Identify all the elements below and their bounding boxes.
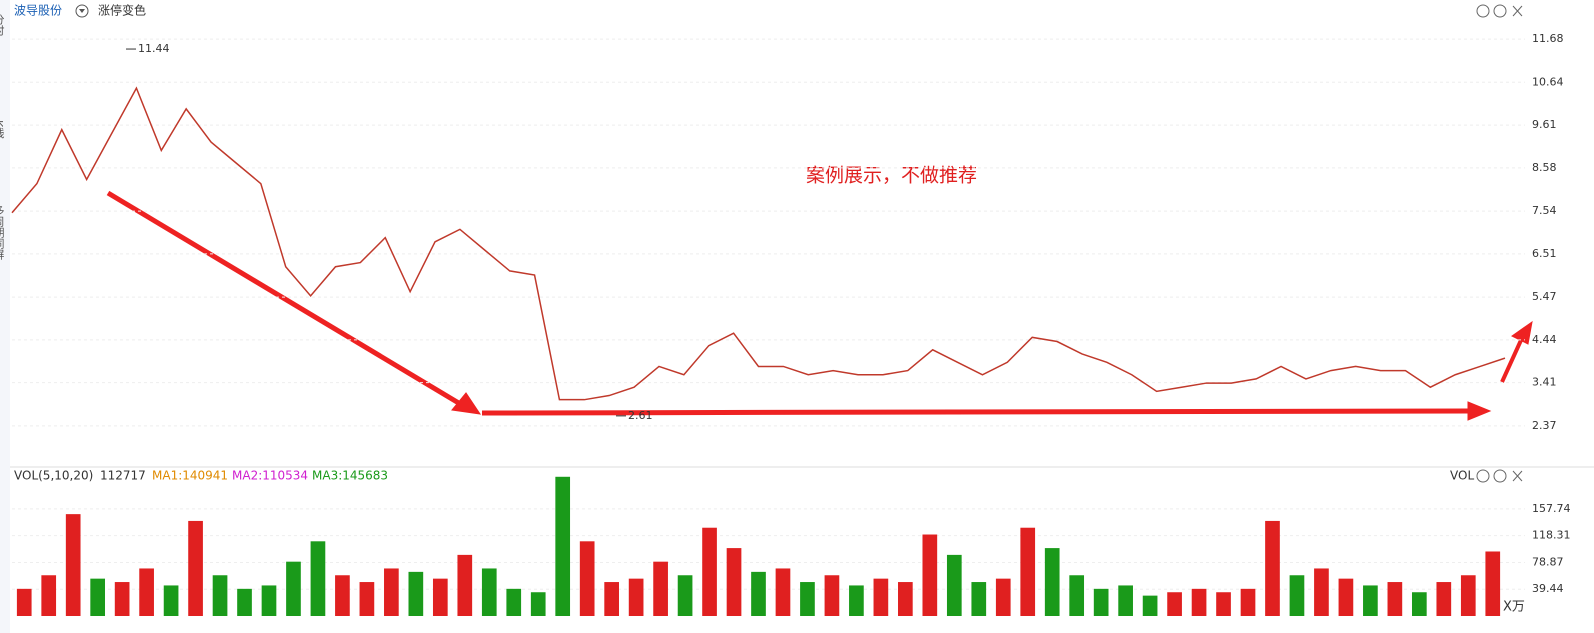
volume-bar (995, 578, 1011, 616)
panel-icons (1476, 4, 1523, 483)
y-tick-label: 11.68 (1532, 32, 1564, 45)
volume-bar (922, 534, 938, 616)
volume-bar (555, 476, 571, 616)
volume-bar (530, 592, 546, 616)
volume-bar (188, 520, 203, 616)
volume-bar (1363, 585, 1378, 616)
volume-bar (751, 571, 766, 616)
note: 案例展示，不做推荐 (806, 165, 977, 187)
volume-bar (653, 561, 668, 616)
volume-bar (457, 554, 473, 616)
unit-label: X万 (1503, 600, 1525, 615)
volume-bar (1044, 548, 1060, 616)
volume-bar (775, 568, 791, 616)
volume-bar (898, 582, 913, 616)
y-tick-label: 7.54 (1532, 204, 1557, 217)
volume-bar (702, 527, 717, 616)
volume-bar (65, 514, 81, 616)
volume-bar (1289, 575, 1305, 616)
volume-bar (16, 588, 32, 616)
volume-bar (1460, 575, 1476, 616)
volume-bar (1387, 582, 1403, 616)
volume-bar (506, 588, 522, 616)
volume-bar (1436, 582, 1452, 616)
volume-bar (946, 554, 962, 616)
y-tick-label: 78.87 (1532, 555, 1564, 568)
dropdown-arrow (79, 9, 85, 13)
volume-bar (139, 568, 154, 616)
dropdown[interactable] (75, 4, 89, 18)
volume-bar (163, 585, 179, 616)
volume-bar (481, 568, 497, 616)
volume-bar (971, 582, 987, 616)
volume-bar (335, 575, 350, 616)
y-tick-label: 4.44 (1532, 333, 1557, 346)
volume-bar (1265, 520, 1280, 616)
volume-bar (1118, 585, 1133, 616)
sidebar-tab: K线 (0, 120, 5, 138)
annotation-label: 2.61 (628, 409, 653, 422)
y-tick-label: 3.41 (1532, 376, 1557, 389)
volume-bar (604, 582, 619, 616)
volume-bar (432, 578, 448, 616)
y-tick-label: 9.61 (1532, 118, 1557, 131)
volume-bar (726, 548, 742, 616)
y-tick-label: 5.47 (1532, 290, 1557, 303)
volume-bar (1020, 527, 1036, 616)
volume-bar (237, 588, 252, 616)
annotation-label: 11.44 (138, 42, 170, 55)
volume-bar (261, 585, 277, 616)
toggle-label[interactable]: 涨停变色 (98, 3, 146, 18)
corner-label: VOL (1450, 469, 1474, 483)
volume-bar (1069, 575, 1085, 616)
volume-bar (408, 571, 424, 616)
volume-bar (1191, 588, 1207, 616)
stock-name[interactable]: 波导股份 (14, 4, 62, 18)
volume-bar (873, 578, 889, 616)
volume-bar (1240, 588, 1256, 616)
volume-bar (677, 575, 693, 616)
volume-bar (1142, 595, 1158, 616)
y-tick-label: 10.64 (1532, 75, 1564, 88)
volume-bar (628, 578, 644, 616)
y-tick-label: 118.31 (1532, 529, 1571, 542)
volume-bar (310, 541, 326, 616)
volume-bar (114, 582, 130, 616)
volume-legend: MA2:110534 (232, 469, 308, 483)
y-tick-label: 39.44 (1532, 582, 1564, 595)
volume-bar (384, 568, 399, 616)
volume-bar (1411, 592, 1427, 616)
volume-title: VOL(5,10,20) (14, 469, 93, 483)
y-tick-label: 157.74 (1532, 502, 1571, 515)
volume-bar (849, 585, 864, 616)
volume-legend: MA1:140941 (152, 469, 228, 483)
sidebar-tab: 多周期同屏 (0, 204, 5, 261)
price-line (11, 86, 1506, 401)
sidebar-tab: 分时 (0, 14, 5, 36)
y-tick-label: 6.51 (1532, 247, 1557, 260)
volume-bar (1216, 592, 1231, 616)
volume-bar (579, 541, 595, 616)
volume-legend: MA3:145683 (312, 469, 388, 483)
trend-arrows (106, 190, 1533, 421)
y-tick-label: 8.58 (1532, 161, 1557, 174)
volume-bar (1093, 588, 1109, 616)
volume-bar (1167, 592, 1182, 616)
volume-bar (359, 582, 375, 616)
volume-bar (800, 582, 815, 616)
volume-bar (1314, 568, 1329, 616)
volume-bar (90, 578, 106, 616)
volume-bar (286, 561, 301, 616)
volume-bar (212, 575, 228, 616)
volume-bar (1338, 578, 1354, 616)
volume-bar (41, 575, 57, 616)
volume-bar (824, 575, 840, 616)
volume-legend: 112717 (100, 469, 146, 483)
sidebar (0, 0, 10, 633)
y-tick-label: 2.37 (1532, 419, 1557, 432)
volume-bar (1485, 551, 1501, 616)
